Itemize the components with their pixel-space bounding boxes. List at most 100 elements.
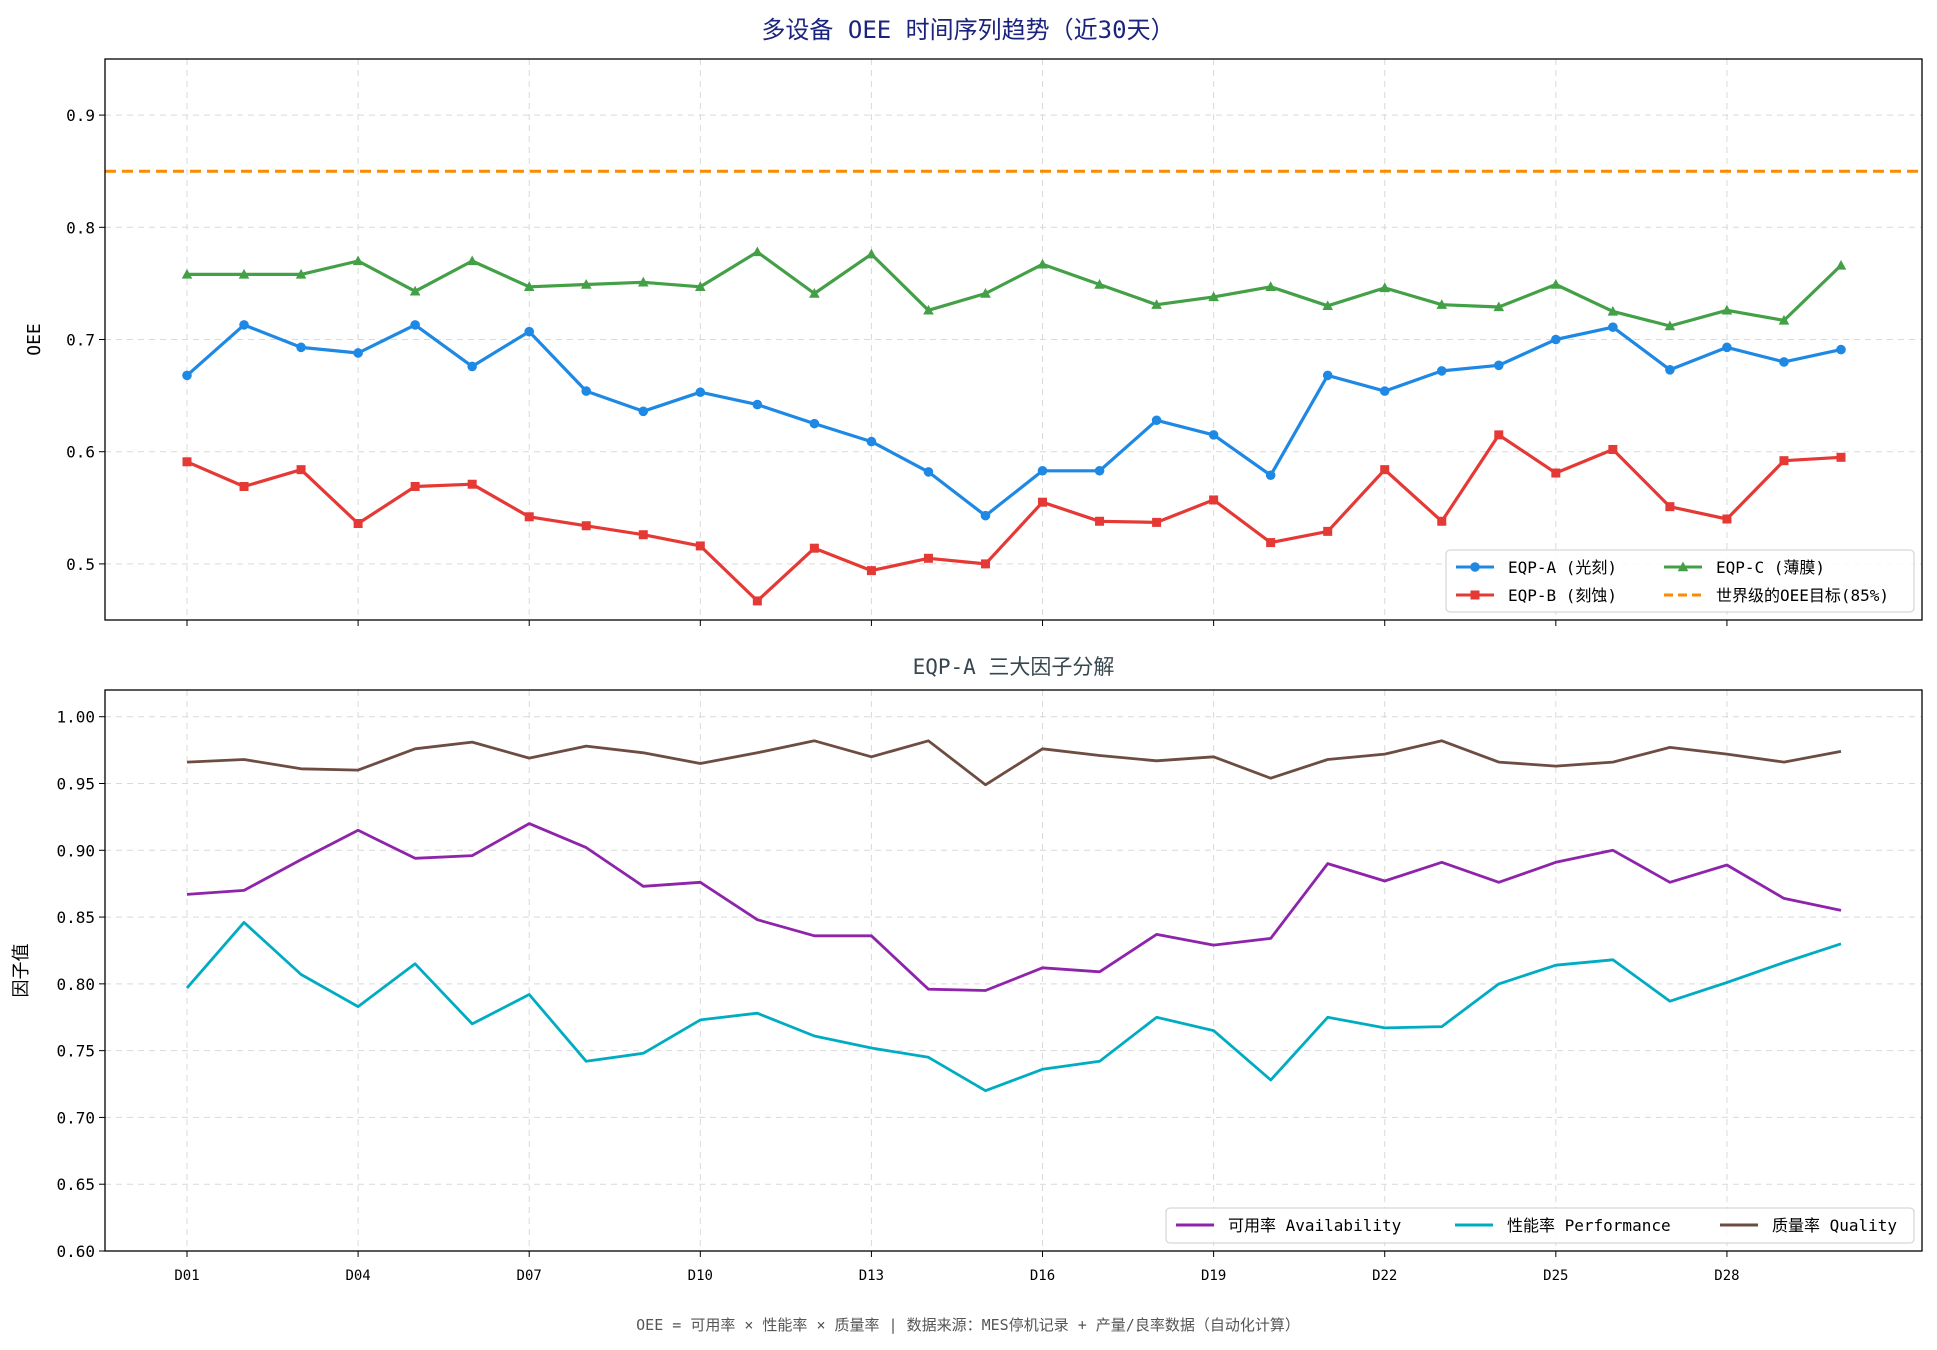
x-tick-label: D07 (517, 1268, 542, 1284)
legend-label: 世界级的OEE目标(85%) (1716, 586, 1889, 605)
data-point-square (1470, 590, 1480, 600)
y-axis: 0.60 0.65 0.70 0.75 0.80 0.85 0.90 0.95 1.00 (56, 708, 105, 1261)
legend-entry: 可用率 Availability (1176, 1216, 1402, 1235)
series-line (186, 739, 1842, 787)
data-point-square (1380, 465, 1390, 475)
y-tick-label: 0.9 (66, 106, 95, 125)
data-point-square (581, 521, 591, 531)
y-tick-label: 0.7 (66, 331, 95, 350)
legend-entry: 性能率 Performance (1455, 1216, 1671, 1235)
data-point-circle (1836, 344, 1846, 355)
data-point-circle (752, 399, 763, 410)
data-point-triangle (923, 304, 934, 315)
legend-entry: 世界级的OEE目标(85%) (1664, 586, 1889, 605)
data-point-square (182, 457, 192, 467)
data-point-circle (581, 386, 592, 396)
x-axis (186, 620, 1728, 626)
data-point-square (1095, 516, 1105, 526)
y-axis-label: OEE (24, 323, 45, 356)
legend-box (1445, 549, 1915, 613)
data-point-circle (467, 361, 477, 372)
data-point-square (1608, 444, 1618, 454)
data-point-triangle (1607, 305, 1619, 316)
data-point-triangle (1677, 561, 1689, 572)
data-point-square (1551, 468, 1561, 478)
series-eqp_b (182, 430, 1846, 606)
series-line (187, 250, 1843, 328)
data-point-triangle (1664, 320, 1676, 331)
data-point-square (467, 479, 477, 489)
data-point-circle (1151, 415, 1162, 426)
data-point-circle (1436, 366, 1447, 376)
data-point-circle (923, 467, 934, 477)
y-axis-label: 因子值 (11, 944, 32, 998)
data-point-triangle (1094, 279, 1105, 289)
legend-label: 性能率 Performance (1507, 1216, 1671, 1235)
data-point-square (1665, 502, 1675, 512)
data-point-triangle (866, 248, 877, 259)
data-point-triangle (1265, 281, 1276, 291)
data-point-circle (1470, 562, 1480, 572)
series-eqp_a (182, 320, 1846, 521)
data-point-circle (1094, 465, 1105, 476)
data-point-triangle (980, 287, 991, 298)
legend-box (1165, 1207, 1915, 1244)
data-point-triangle (1778, 314, 1790, 325)
data-point-triangle (181, 268, 193, 279)
data-point-triangle (1721, 304, 1733, 315)
series-availability (186, 822, 1842, 992)
legend-entry: EQP-A (光刻) (1456, 558, 1617, 577)
legend-label: EQP-B (刻蚀) (1508, 586, 1617, 605)
data-point-square (1494, 430, 1504, 440)
y-tick-label: 0.70 (56, 1108, 95, 1127)
x-tick-label: D28 (1714, 1268, 1739, 1284)
data-point-circle (695, 387, 706, 398)
y-tick-label: 0.6 (66, 443, 95, 462)
y-tick-label: 0.65 (56, 1175, 95, 1194)
data-point-square (239, 481, 249, 491)
data-point-triangle (752, 246, 763, 257)
data-point-circle (1379, 386, 1390, 396)
legend-entry: 质量率 Quality (1720, 1216, 1897, 1235)
data-point-triangle (295, 268, 307, 279)
data-point-triangle (1379, 282, 1391, 293)
data-point-triangle (580, 279, 592, 289)
series-line (185, 921, 1842, 1093)
data-point-circle (809, 418, 820, 429)
data-point-square (695, 541, 705, 551)
series-line (185, 323, 1842, 518)
panel-title: EQP-A 三大因子分解 (913, 655, 1115, 679)
legend: EQP-A (光刻) EQP-B (刻蚀) EQP-C (薄膜) 世界级的OEE目标(… (1445, 549, 1915, 613)
x-tick-label: D04 (345, 1268, 370, 1284)
footer-note: OEE = 可用率 × 性能率 × 质量率 | 数据来源：MES停机记录 + 产… (636, 1316, 1300, 1334)
data-point-square (1722, 514, 1732, 524)
legend-entry: EQP-B (刻蚀) (1456, 586, 1617, 605)
data-point-triangle (1151, 299, 1162, 309)
x-tick-label: D10 (688, 1268, 713, 1284)
legend-label: 质量率 Quality (1772, 1216, 1897, 1235)
y-tick-label: 1.00 (56, 708, 95, 727)
data-point-square (1209, 495, 1219, 505)
data-point-square (923, 553, 933, 563)
x-tick-label: D01 (174, 1268, 199, 1284)
data-point-circle (1551, 334, 1561, 345)
y-tick-label: 0.5 (66, 555, 95, 574)
data-point-square (980, 559, 990, 569)
data-point-square (1779, 456, 1789, 466)
x-tick-label: D16 (1030, 1268, 1055, 1284)
data-point-triangle (1493, 301, 1505, 312)
y-tick-label: 0.90 (56, 841, 95, 860)
legend: 可用率 Availability 性能率 Performance 质量率 Quali… (1165, 1207, 1915, 1244)
data-point-triangle (409, 285, 421, 296)
data-point-circle (353, 348, 363, 358)
x-tick-label: D25 (1543, 1268, 1568, 1284)
series-line (186, 822, 1842, 992)
data-point-square (1437, 516, 1447, 526)
x-tick-label: D22 (1372, 1268, 1397, 1284)
data-point-triangle (523, 281, 535, 291)
data-point-square (296, 465, 306, 475)
